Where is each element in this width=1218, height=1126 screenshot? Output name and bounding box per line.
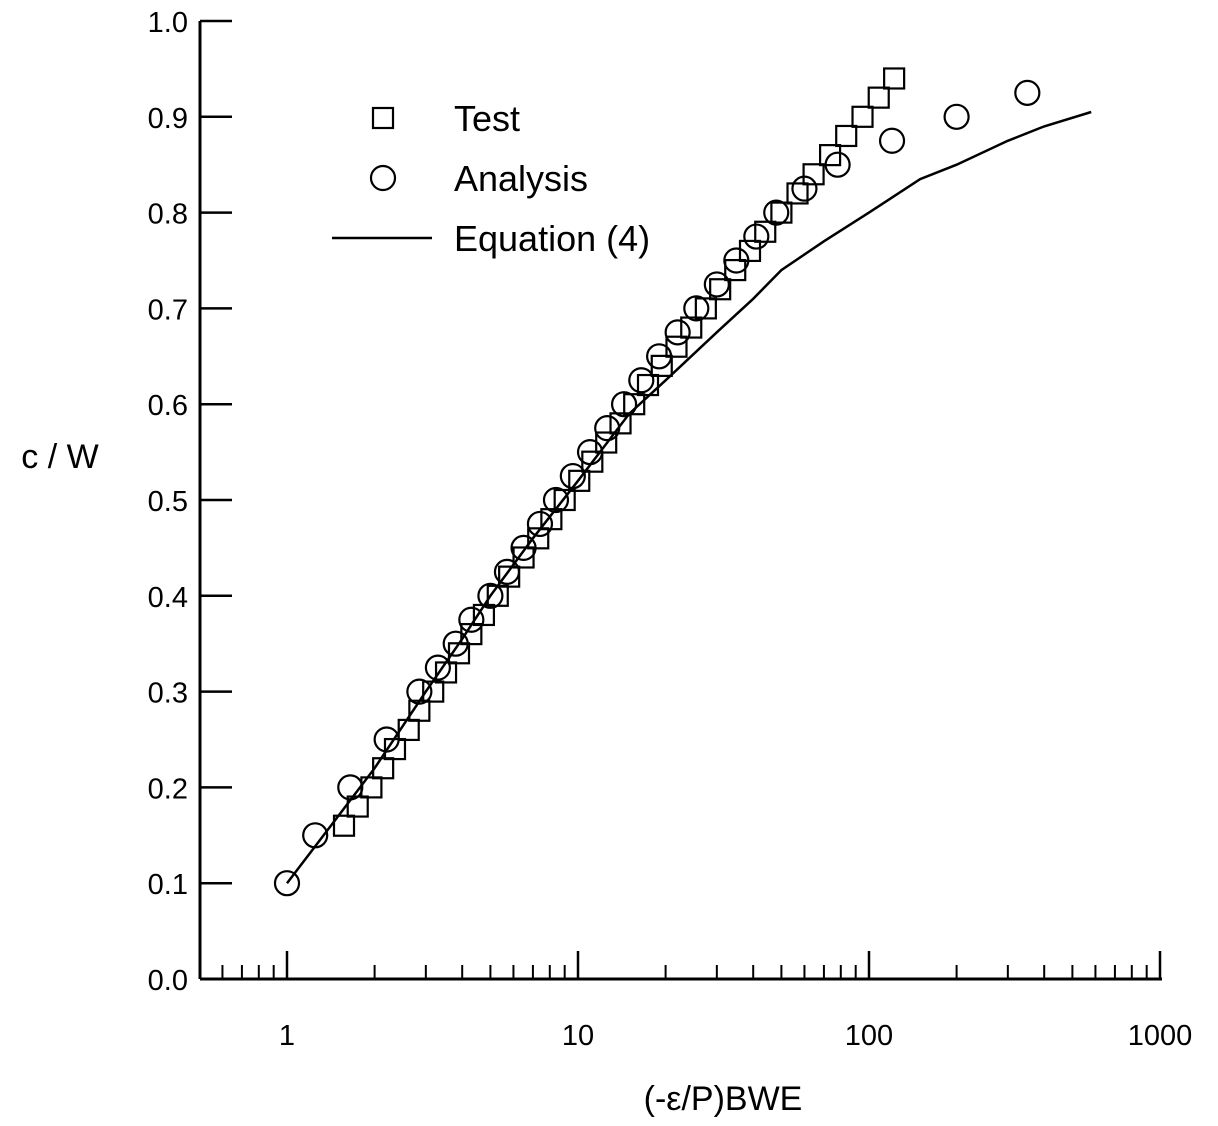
- analysis-point: [610, 391, 638, 418]
- analysis-point: [273, 870, 301, 897]
- test-point: [883, 67, 906, 90]
- y-tick-label: 0.2: [148, 773, 188, 805]
- analysis-point: [458, 606, 485, 633]
- equation-line: [286, 110, 1092, 884]
- analysis-markers: [273, 79, 1041, 897]
- y-axis-title: c / W: [21, 438, 98, 476]
- test-point: [867, 86, 890, 109]
- test-point: [738, 239, 762, 263]
- analysis-point: [337, 774, 364, 801]
- legend-label: Test: [454, 98, 520, 139]
- x-axis-ticks: 1 10 100 1000: [221, 951, 1193, 1052]
- y-tick-label: 0.9: [148, 103, 188, 135]
- y-tick-label: 1.0: [148, 7, 188, 39]
- x-tick-label: 10: [562, 1020, 594, 1052]
- test-point: [818, 144, 842, 167]
- x-tick-label: 1000: [1128, 1020, 1193, 1052]
- test-point: [553, 488, 576, 512]
- analysis-point: [493, 558, 521, 585]
- test-point: [786, 182, 809, 205]
- test-point: [754, 220, 777, 243]
- analysis-point: [664, 319, 691, 346]
- analysis-point: [302, 822, 329, 849]
- analysis-point: [477, 582, 504, 609]
- test-point: [527, 527, 550, 550]
- x-tick-label: 1: [279, 1020, 295, 1052]
- test-point: [680, 316, 703, 339]
- analysis-point: [559, 462, 586, 490]
- test-point: [851, 105, 874, 128]
- analysis-point: [743, 223, 770, 250]
- analysis-point: [646, 343, 673, 370]
- y-tick-label: 0.3: [148, 678, 188, 710]
- test-point: [434, 661, 458, 684]
- test-point: [609, 412, 632, 435]
- test-point: [512, 546, 535, 569]
- analysis-point: [703, 271, 730, 298]
- y-axis-ticks: 0.0 0.1 0.2 0.3 0.4 0.5 0.6 0.7 0.8 0.9 1.0: [148, 7, 232, 997]
- y-tick-label: 0.8: [148, 199, 188, 231]
- test-markers: [332, 67, 906, 837]
- legend-label: Equation (4): [454, 218, 650, 259]
- analysis-point: [373, 726, 400, 753]
- test-point: [650, 354, 673, 377]
- x-tick-label: 100: [845, 1020, 893, 1052]
- analysis-point: [442, 630, 469, 657]
- test-point: [408, 699, 431, 722]
- test-point: [623, 393, 646, 416]
- analysis-point: [594, 415, 621, 442]
- test-point: [498, 565, 521, 588]
- y-tick-label: 0.0: [148, 965, 188, 997]
- equation-curve: [286, 110, 1092, 884]
- x-axis-title: (-ε/P)BWE: [644, 1080, 803, 1118]
- test-point: [397, 718, 420, 742]
- analysis-point: [943, 103, 970, 130]
- legend-square-marker: [371, 106, 395, 130]
- test-point: [709, 278, 732, 301]
- legend: Test Analysis Equation (4): [332, 98, 650, 259]
- analysis-point: [1014, 79, 1041, 106]
- analysis-point: [406, 678, 433, 705]
- analysis-point: [683, 295, 710, 322]
- analysis-point: [628, 367, 655, 394]
- analysis-point: [510, 534, 537, 562]
- test-point: [802, 163, 825, 186]
- test-point: [694, 297, 717, 320]
- test-point: [568, 469, 591, 492]
- analysis-point: [576, 439, 604, 466]
- legend-label: Analysis: [454, 158, 588, 199]
- test-point: [835, 124, 858, 148]
- test-point: [372, 757, 395, 780]
- analysis-point: [723, 247, 750, 274]
- y-tick-label: 0.1: [148, 869, 188, 901]
- analysis-point: [526, 510, 554, 538]
- y-tick-label: 0.5: [148, 486, 188, 518]
- analysis-point: [878, 127, 906, 154]
- y-tick-label: 0.4: [148, 582, 188, 614]
- y-tick-label: 0.7: [148, 294, 188, 326]
- y-tick-label: 0.6: [148, 390, 188, 422]
- test-point: [383, 737, 407, 761]
- analysis-point: [424, 654, 451, 681]
- analysis-point: [791, 175, 818, 202]
- analysis-point: [824, 151, 851, 178]
- test-point: [332, 814, 356, 837]
- analysis-point: [763, 199, 790, 226]
- analysis-point: [542, 486, 570, 514]
- test-point: [636, 373, 660, 397]
- test-point: [422, 680, 445, 703]
- legend-circle-marker: [369, 164, 397, 192]
